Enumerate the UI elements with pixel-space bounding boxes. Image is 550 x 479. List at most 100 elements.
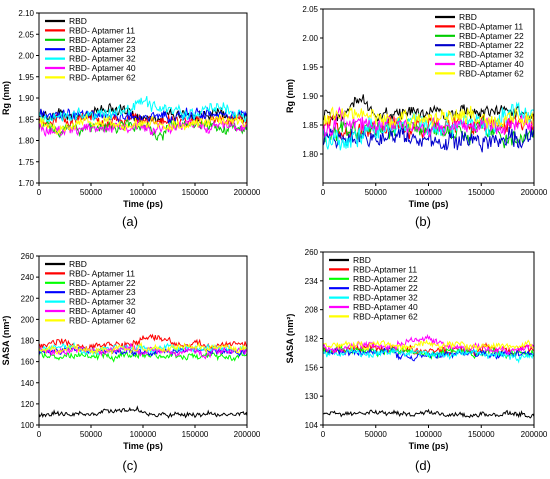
y-tick-label-6: 260 [305,248,319,257]
x-axis-title: Time (ps) [409,199,449,209]
series-traces [323,333,534,419]
series-line-6 [39,342,247,360]
series-line-1 [323,408,534,419]
x-tick-label-2: 100000 [130,430,157,439]
legend-label-3: RBD- Aptamer 22 [69,35,136,45]
x-tick-label-0: 0 [37,188,42,197]
y-tick-label-7: 2.05 [18,30,34,39]
y-tick-label-8: 260 [21,252,35,261]
y-axis-title: Rg (nm) [1,81,11,115]
legend-label-3: RBD-Aptamer 22 [353,274,418,284]
legend-label-2: RBD- Aptamer 11 [69,25,135,35]
x-tick-label-3: 150000 [182,188,209,197]
series-line-5 [323,345,534,364]
legend-label-5: RBD- Aptamer 32 [69,297,136,307]
x-tick-label-1: 50000 [365,188,388,197]
legend-label-6: RBD- Aptamer 40 [69,306,136,316]
series-line-1 [39,405,247,419]
y-tick-label-3: 160 [21,358,35,367]
x-tick-label-0: 0 [321,188,326,197]
panel-letter-b: (b) [415,214,431,229]
x-tick-label-3: 150000 [468,188,495,197]
y-tick-label-7: 240 [21,273,35,282]
legend-label-1: RBD [69,16,87,26]
y-tick-label-5: 200 [21,315,35,324]
y-tick-label-1: 130 [305,392,319,401]
series-traces [39,333,247,419]
y-tick-label-3: 1.95 [302,63,318,72]
y-tick-label-4: 208 [305,306,319,315]
chart-panel-1: 0 50000 100000 150000 200000 1.70 1.75 1.80 1.85… [1,9,261,209]
legend-label-4: RBD- Aptamer 23 [69,287,136,297]
legend-label-7: RBD- Aptamer 62 [69,72,136,82]
legend-label-7: RBD-Aptamer 62 [353,311,418,321]
y-tick-label-1: 1.85 [302,121,318,130]
y-tick-label-0: 100 [21,421,35,430]
x-tick-label-3: 150000 [468,430,495,439]
y-tick-label-5: 234 [305,277,319,286]
x-tick-label-1: 50000 [365,430,388,439]
series-line-5 [323,101,534,151]
y-tick-label-0: 1.70 [18,179,34,188]
panels-group: 0 50000 100000 150000 2000001.701.751.801.85… [1,5,548,451]
x-axis-title: Time (ps) [123,199,163,209]
y-tick-label-4: 2.00 [302,34,318,43]
x-axis-title: Time (ps) [409,441,449,451]
x-tick-label-4: 200000 [234,430,261,439]
series-traces [39,95,247,141]
x-axis-title: Time (ps) [123,441,163,451]
y-axis-title: SASA (nm²) [1,316,11,366]
x-tick-label-0: 0 [321,430,326,439]
legend-label-6: RBD-Aptamer 40 [353,302,418,312]
panel-letter-c: (c) [122,458,137,473]
y-tick-label-2: 156 [305,363,319,372]
y-tick-label-5: 2.05 [302,5,318,14]
y-tick-label-2: 1.90 [302,92,318,101]
y-tick-label-5: 1.95 [18,73,34,82]
x-tick-label-2: 100000 [415,188,442,197]
series-line-6 [323,333,534,356]
panel-letters-group: (a) (b) (c) (d) [122,214,431,473]
y-tick-label-6: 220 [21,294,35,303]
y-axis-title: SASA (nm²) [285,314,295,364]
legend-label-3: RBD- Aptamer 22 [69,278,136,288]
legend-label-5: RBD- Aptamer 32 [69,54,136,64]
legend-label-1: RBD [459,12,477,22]
series-line-7 [39,113,247,136]
y-tick-label-4: 1.90 [18,94,34,103]
series-line-7 [39,341,247,356]
legend-label-7: RBD- Aptamer 62 [69,315,136,325]
legend-label-6: RBD- Aptamer 40 [69,63,136,73]
x-tick-label-4: 200000 [521,188,548,197]
x-tick-label-2: 100000 [130,188,157,197]
legend-label-3: RBD-Aptamer 22 [459,31,524,41]
x-tick-label-0: 0 [37,430,42,439]
panel-letter-a: (a) [122,214,138,229]
legend-label-4: RBD- Aptamer 23 [69,44,136,54]
y-tick-label-0: 1.80 [302,150,318,159]
y-tick-label-3: 1.85 [18,115,34,124]
y-tick-label-6: 2.00 [18,52,34,61]
y-tick-label-1: 120 [21,400,35,409]
series-traces [323,94,534,153]
legend-label-1: RBD [353,255,371,265]
y-tick-label-3: 182 [305,335,319,344]
legend-label-5: RBD-Aptamer 32 [353,293,418,303]
legend-label-4: RBD-Aptamer 22 [353,283,418,293]
y-tick-label-4: 180 [21,337,35,346]
legend-label-2: RBD-Aptamer 11 [353,264,417,274]
series-line-6 [323,106,534,139]
legend-label-2: RBD- Aptamer 11 [69,268,135,278]
legend-label-1: RBD [69,259,87,269]
x-tick-label-4: 200000 [521,430,548,439]
legend-label-6: RBD-Aptamer 40 [459,59,524,69]
series-line-5 [39,341,247,357]
y-tick-label-1: 1.75 [18,158,34,167]
series-line-7 [323,339,534,353]
legend-label-7: RBD-Aptamer 62 [459,68,524,78]
series-line-6 [39,117,247,138]
